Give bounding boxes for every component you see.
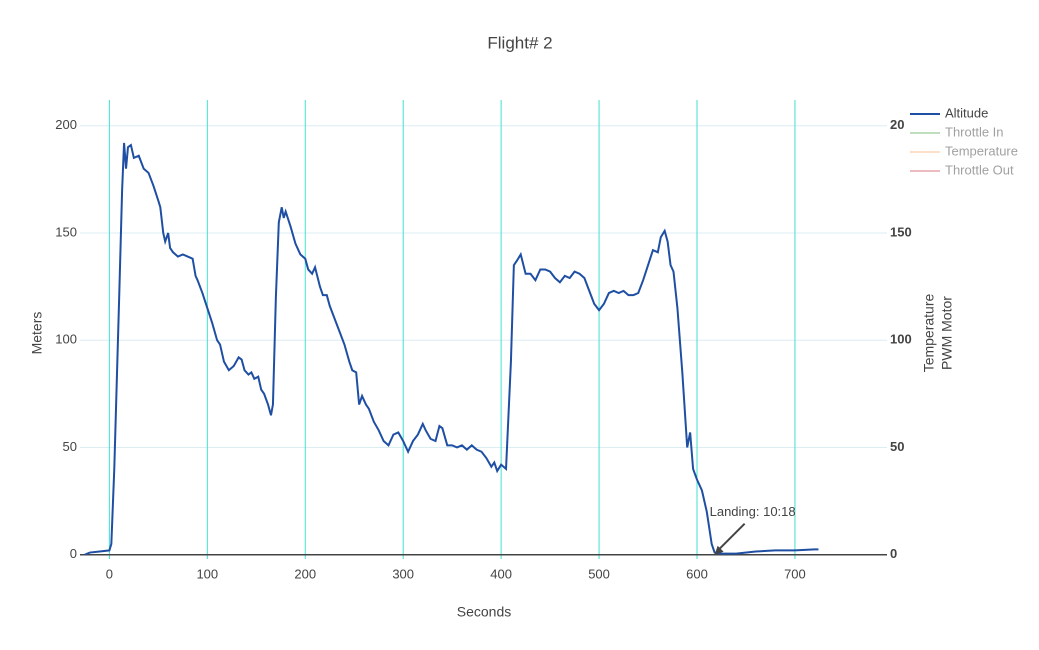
y2-tick-label: 0 [890, 546, 897, 561]
y-tick-label: 150 [55, 224, 77, 239]
x-tick-label: 200 [294, 566, 316, 581]
y-tick-label: 0 [70, 546, 77, 561]
y2-tick-label: 20 [890, 117, 904, 132]
x-tick-label: 0 [106, 566, 113, 581]
line [84, 142, 819, 556]
legend-label[interactable]: Temperature [945, 143, 1018, 158]
annotation-arrowhead [714, 545, 724, 555]
y-tick-label: 200 [55, 117, 77, 132]
legend-label[interactable]: Throttle In [945, 124, 1004, 139]
x-tick-label: 300 [392, 566, 414, 581]
annotation: Landing: 10:18 [710, 504, 796, 519]
x-tick-label: 500 [588, 566, 610, 581]
x-axis-title: Seconds [457, 604, 511, 620]
legend-label[interactable]: Altitude [945, 105, 988, 120]
x-tick-label: 100 [196, 566, 218, 581]
y2-tick-label: 150 [890, 224, 912, 239]
y-axis-title: Meters [29, 312, 45, 355]
x-tick-label: 700 [784, 566, 806, 581]
annotation-arrow [715, 523, 746, 553]
x-tick-label: 600 [686, 566, 708, 581]
x-tick-label: 400 [490, 566, 512, 581]
y2-axis-title: PWM Motor [939, 296, 955, 370]
chart-title: Flight# 2 [487, 33, 552, 52]
y2-tick-label: 50 [890, 439, 904, 454]
legend-label[interactable]: Throttle Out [945, 162, 1014, 177]
y2-tick-label: 100 [890, 332, 912, 347]
y-tick-label: 100 [55, 332, 77, 347]
y-tick-label: 50 [63, 439, 77, 454]
y2-axis-title: Temperature [921, 293, 937, 372]
